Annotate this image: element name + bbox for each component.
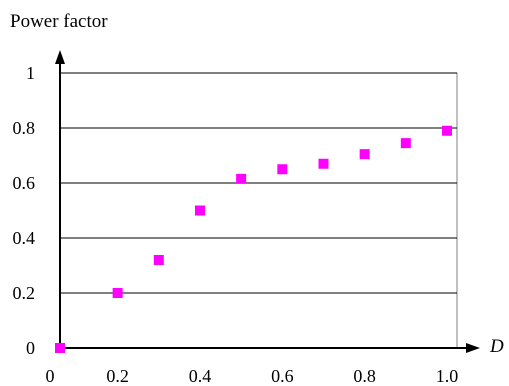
x-tick-label: 0.6 (271, 366, 294, 386)
data-point (112, 288, 123, 298)
x-axis-label: D (489, 336, 504, 357)
plot-area (59, 72, 458, 349)
y-axis-label: Power factor (10, 11, 108, 32)
x-axis-arrow-icon (466, 343, 480, 353)
x-tick-label: 0 (46, 366, 55, 386)
data-points (55, 125, 452, 353)
x-tick-label: 1.0 (436, 366, 459, 386)
data-point (318, 158, 329, 169)
gridlines (60, 72, 457, 294)
y-tick-label: 1 (26, 63, 35, 83)
y-tick-label: 0.4 (13, 228, 36, 248)
y-tick-labels: 0 0.2 0.4 0.6 0.8 1 (13, 63, 36, 358)
data-point (236, 173, 247, 184)
y-axis-arrow-icon (55, 50, 65, 64)
data-point (194, 205, 205, 216)
y-tick-label: 0.6 (13, 173, 36, 193)
x-tick-label: 0.4 (189, 366, 212, 386)
y-tick-label: 0 (26, 338, 35, 358)
y-tick-label: 0.2 (13, 283, 36, 303)
y-tick-label: 0.8 (13, 118, 36, 138)
x-tick-labels: 0 0.2 0.4 0.6 0.8 1.0 (46, 366, 459, 386)
data-point (400, 138, 411, 149)
data-point (442, 125, 452, 136)
axes (55, 50, 480, 353)
x-tick-label: 0.8 (353, 366, 376, 386)
x-tick-label: 0.2 (106, 366, 129, 386)
data-point (359, 149, 370, 160)
data-point (277, 164, 288, 175)
data-point (153, 255, 164, 265)
data-point (55, 343, 65, 353)
